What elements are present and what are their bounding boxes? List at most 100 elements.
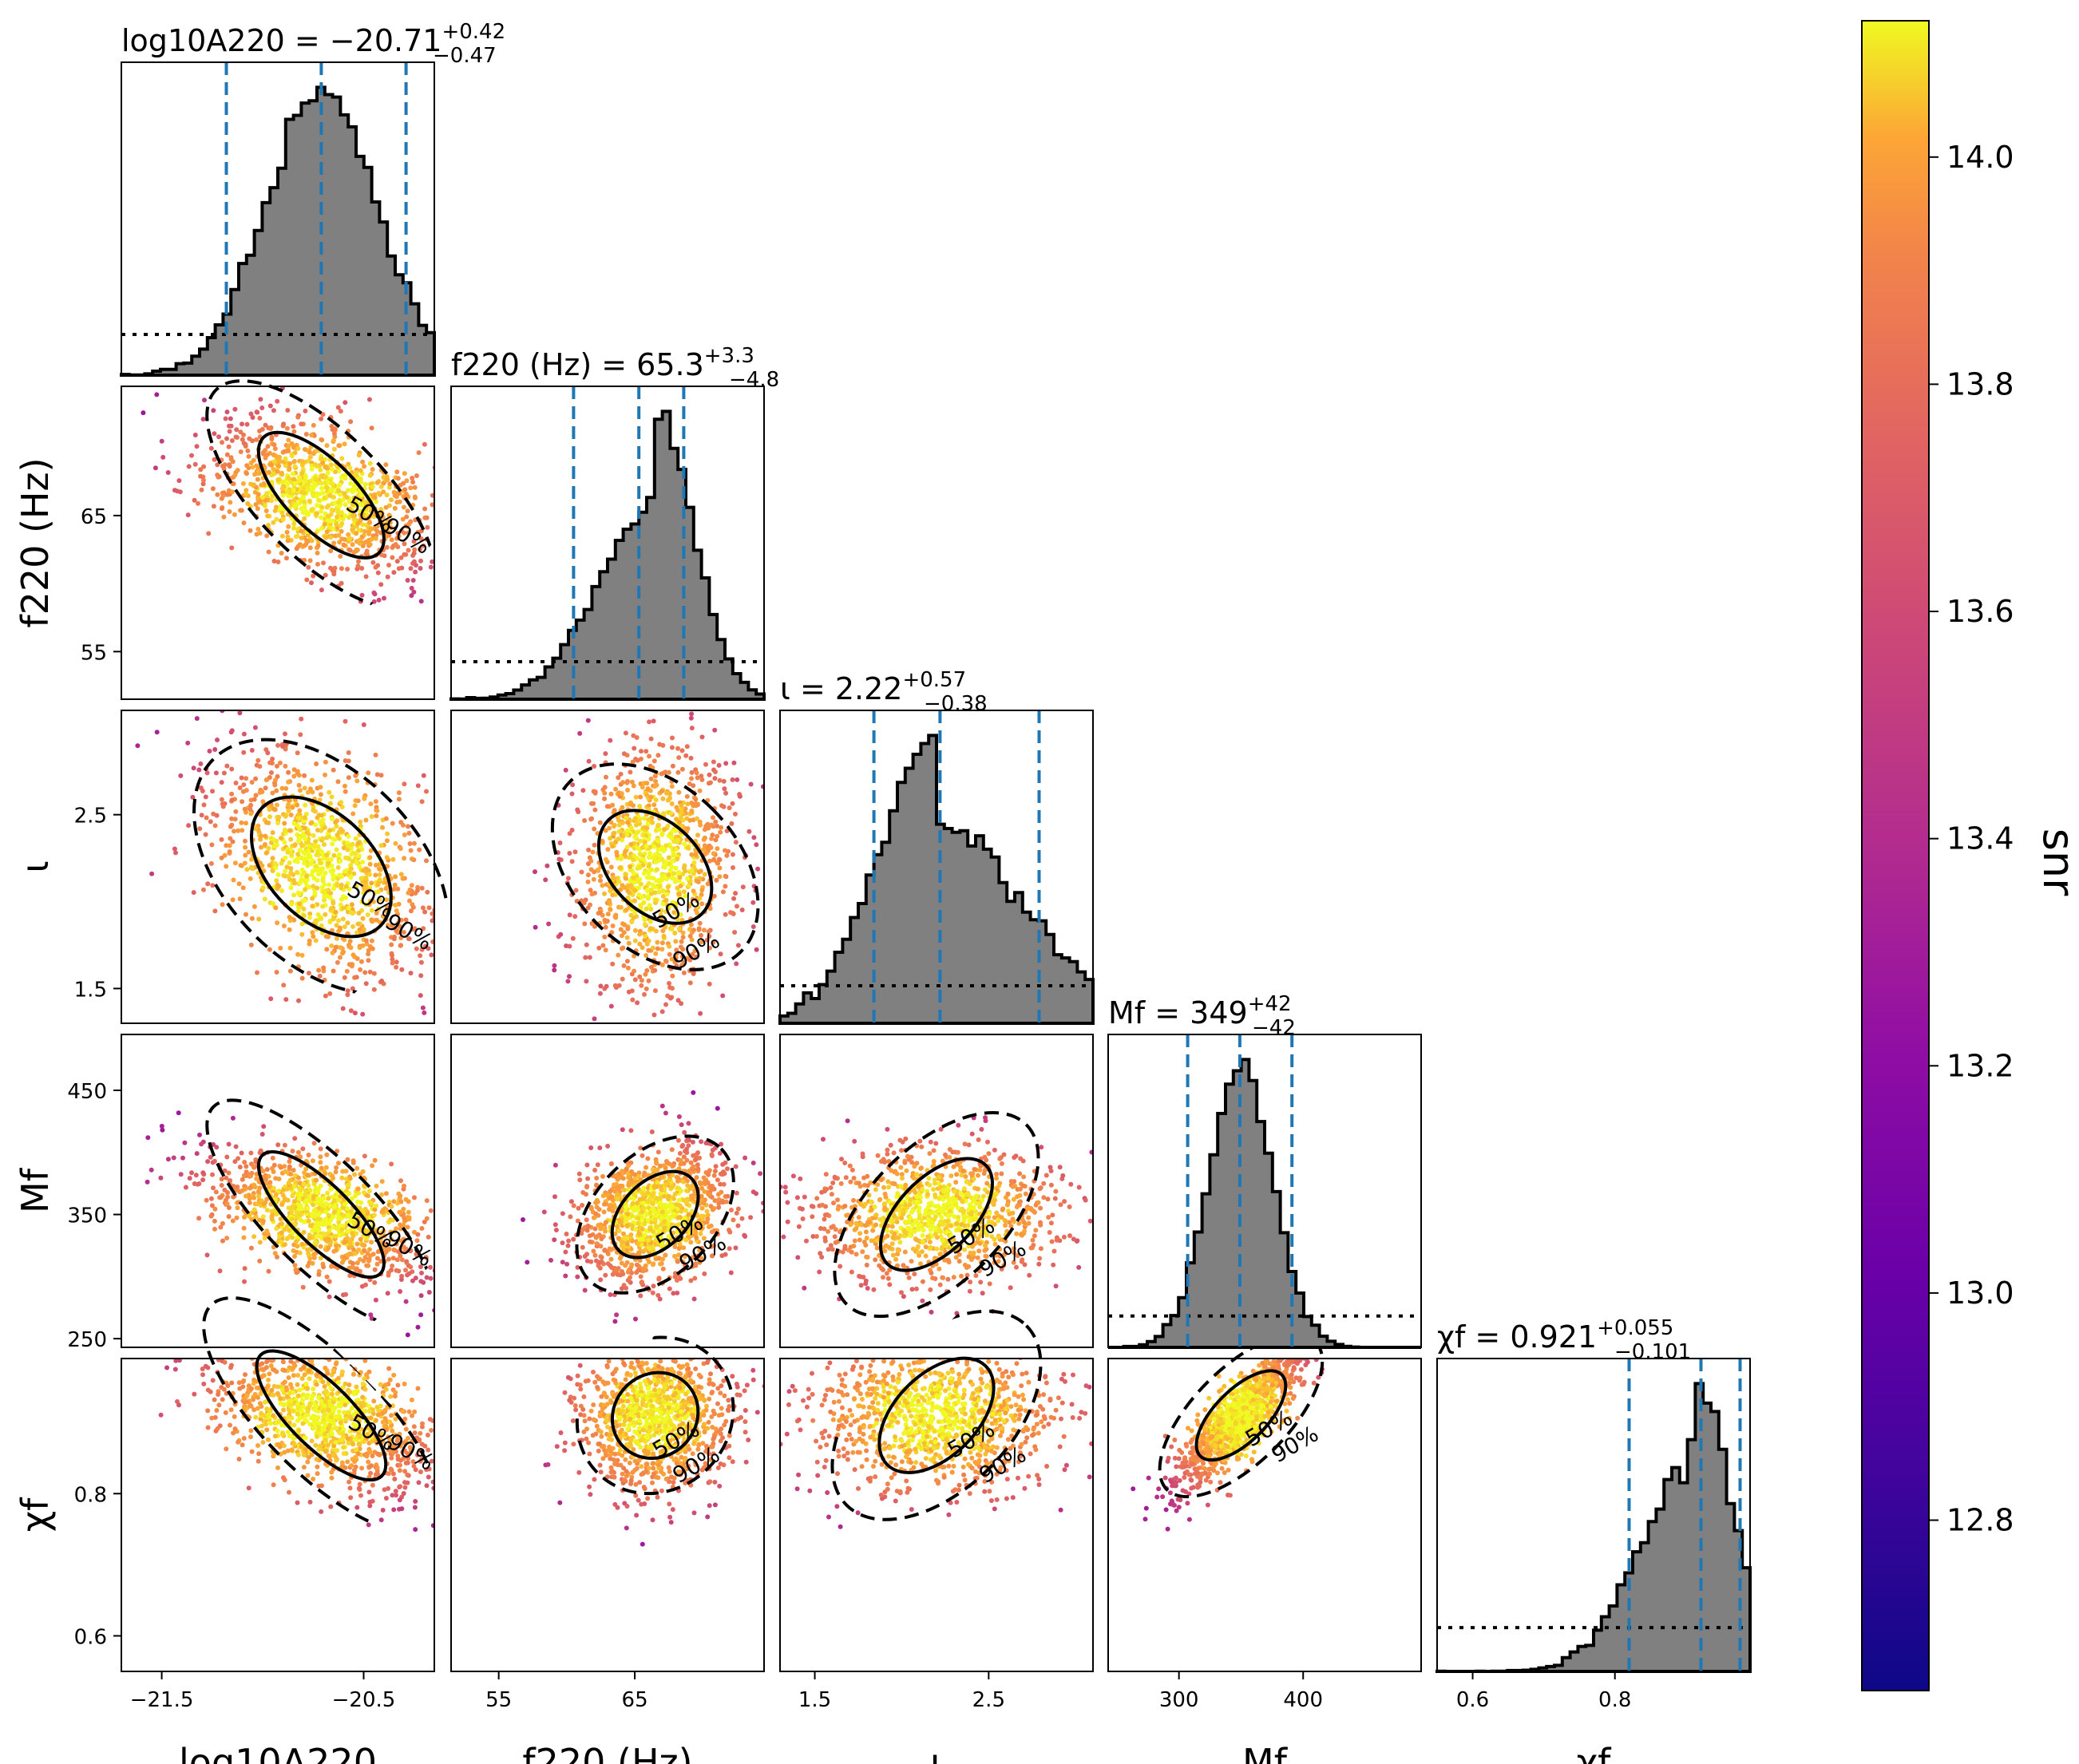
scatter-point xyxy=(300,495,306,500)
scatter-point xyxy=(288,885,294,891)
scatter-point xyxy=(663,897,669,903)
scatter-point xyxy=(248,1150,254,1156)
scatter-point xyxy=(311,1181,317,1187)
scatter-point xyxy=(232,829,236,834)
scatter-point xyxy=(343,789,348,794)
scatter-point xyxy=(271,1162,277,1168)
scatter-point xyxy=(345,988,350,994)
scatter-point xyxy=(403,1268,408,1273)
scatter-point xyxy=(632,853,636,859)
scatter-point xyxy=(656,889,662,895)
scatter-point xyxy=(619,1286,624,1291)
scatter-point xyxy=(635,856,640,861)
scatter-point xyxy=(746,829,752,834)
scatter-point xyxy=(711,1173,717,1178)
scatter-point xyxy=(585,905,591,911)
scatter-point xyxy=(383,462,389,468)
scatter-point xyxy=(321,856,327,861)
scatter-point xyxy=(359,502,365,508)
scatter-point xyxy=(525,1260,530,1265)
scatter-point xyxy=(339,521,345,526)
scatter-point xyxy=(246,465,251,471)
scatter-point xyxy=(699,734,705,740)
scatter-point xyxy=(687,817,693,823)
scatter-point xyxy=(569,828,575,833)
scatter-point xyxy=(232,473,238,478)
scatter-point xyxy=(347,536,353,542)
scatter-point xyxy=(459,591,464,595)
scatter-point xyxy=(340,516,346,522)
scatter-point xyxy=(623,872,628,877)
scatter-point xyxy=(267,807,272,813)
scatter-point xyxy=(315,912,321,917)
scatter-point xyxy=(362,1153,367,1159)
scatter-point xyxy=(285,849,291,855)
scatter-point xyxy=(718,1181,723,1187)
scatter-point xyxy=(378,507,384,512)
scatter-point xyxy=(331,1214,336,1220)
scatter-point xyxy=(245,500,251,506)
scatter-point xyxy=(533,924,538,930)
scatter-point xyxy=(701,927,707,933)
scatter-point xyxy=(250,415,255,420)
scatter-point xyxy=(189,453,194,458)
scatter-point xyxy=(255,477,260,482)
scatter-point xyxy=(597,1145,603,1151)
scatter-point xyxy=(302,815,307,821)
scatter-point xyxy=(282,1242,287,1248)
scatter-point xyxy=(643,971,648,977)
scatter-point xyxy=(418,953,423,959)
scatter-point xyxy=(689,852,695,857)
scatter-point xyxy=(291,459,297,465)
scatter-point xyxy=(300,1284,306,1290)
scatter-point xyxy=(379,511,385,516)
scatter-point xyxy=(339,800,344,805)
scatter-point xyxy=(706,929,711,935)
scatter-point xyxy=(428,1264,433,1270)
scatter-point xyxy=(265,750,271,756)
scatter-point xyxy=(264,491,270,496)
scatter-point xyxy=(333,944,339,950)
scatter-point xyxy=(262,896,267,902)
scatter-point xyxy=(639,978,644,983)
scatter-point xyxy=(373,564,378,570)
scatter-point xyxy=(315,877,320,883)
scatter-point xyxy=(299,536,304,540)
scatter-point xyxy=(358,512,363,517)
scatter-point xyxy=(290,1193,295,1199)
scatter-point xyxy=(346,856,352,861)
scatter-point xyxy=(366,770,371,776)
scatter-point xyxy=(664,790,670,796)
scatter-point xyxy=(632,927,638,933)
scatter-point xyxy=(285,488,290,494)
scatter-point xyxy=(302,870,307,876)
scatter-point xyxy=(215,462,220,468)
scatter-point xyxy=(723,912,728,917)
scatter-point xyxy=(248,806,253,812)
scatter-point xyxy=(372,890,378,896)
scatter-point xyxy=(329,817,335,821)
scatter-point xyxy=(269,498,274,504)
scatter-point xyxy=(469,1253,473,1258)
scatter-point xyxy=(667,995,673,1001)
scatter-point xyxy=(453,1325,457,1330)
scatter-point xyxy=(713,819,719,825)
scatter-point xyxy=(663,925,667,930)
scatter-point xyxy=(380,1207,386,1212)
scatter-point xyxy=(689,711,695,717)
scatter-point xyxy=(263,455,268,461)
scatter-point xyxy=(313,839,319,844)
scatter-point xyxy=(716,1200,722,1206)
scatter-point xyxy=(322,897,327,903)
scatter-point xyxy=(251,482,256,488)
scatter-point xyxy=(379,1179,385,1185)
scatter-point xyxy=(592,790,598,796)
scatter-point xyxy=(291,424,296,429)
scatter-point xyxy=(281,983,287,988)
scatter-point xyxy=(360,1223,366,1228)
scatter-point xyxy=(418,1312,424,1318)
scatter-point xyxy=(319,485,324,491)
scatter-point xyxy=(591,801,596,806)
scatter-point xyxy=(347,1273,353,1279)
scatter-point xyxy=(260,885,266,891)
